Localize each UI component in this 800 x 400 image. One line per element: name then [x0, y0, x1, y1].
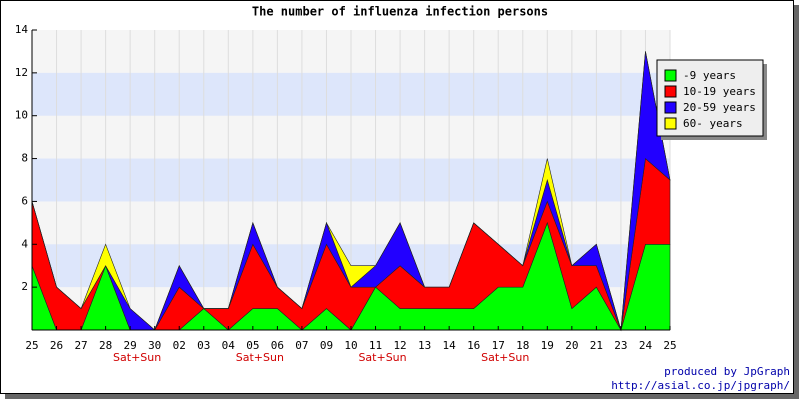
x-tick-label: 07	[295, 339, 308, 352]
x-tick-label: 13	[418, 339, 431, 352]
y-tick-label: 14	[15, 23, 29, 36]
x-tick-label: 14	[443, 339, 457, 352]
x-tick-label: 18	[516, 339, 529, 352]
x-tick-label: 09	[320, 339, 333, 352]
legend-label: -9 years	[683, 69, 736, 82]
legend-swatch	[664, 69, 677, 82]
x-tick-label: 24	[639, 339, 653, 352]
x-tick-label: 12	[393, 339, 406, 352]
x-tick-label: 30	[148, 339, 161, 352]
x-tick-label: 02	[173, 339, 186, 352]
legend-label: 60- years	[683, 117, 743, 130]
y-tick-label: 2	[21, 280, 28, 293]
x-tick-label: 03	[197, 339, 210, 352]
x-tick-label: 11	[369, 339, 382, 352]
x-tick-label: 16	[467, 339, 480, 352]
x-tick-label: 25	[663, 339, 676, 352]
x-tick-label: 28	[99, 339, 112, 352]
x-tick-label: 10	[344, 339, 357, 352]
x-tick-label: 27	[74, 339, 87, 352]
x-tick-label: 20	[565, 339, 578, 352]
y-tick-label: 10	[15, 109, 28, 122]
x-tick-label: 26	[50, 339, 63, 352]
x-tick-label: 05	[246, 339, 259, 352]
chart-title: The number of influenza infection person…	[252, 5, 548, 19]
x-tick-label: 25	[25, 339, 38, 352]
x-sublabel: Sat+Sun	[113, 351, 161, 364]
legend-label: 10-19 years	[683, 85, 756, 98]
legend-swatch	[664, 117, 677, 130]
y-tick-label: 4	[21, 237, 28, 250]
legend-swatch	[664, 101, 677, 114]
legend-swatch	[664, 85, 677, 98]
y-tick-label: 12	[15, 66, 28, 79]
x-sublabel: Sat+Sun	[236, 351, 284, 364]
x-tick-label: 19	[541, 339, 554, 352]
credit: http://asial.co.jp/jpgraph/	[611, 379, 790, 392]
x-tick-label: 17	[492, 339, 505, 352]
x-tick-label: 23	[614, 339, 627, 352]
x-tick-label: 04	[222, 339, 236, 352]
legend-label: 20-59 years	[683, 101, 756, 114]
x-tick-label: 21	[590, 339, 603, 352]
x-tick-label: 29	[124, 339, 137, 352]
y-tick-label: 6	[21, 194, 28, 207]
x-tick-label: 06	[271, 339, 284, 352]
x-sublabel: Sat+Sun	[481, 351, 529, 364]
y-tick-label: 8	[21, 152, 28, 165]
area	[31, 51, 671, 331]
x-sublabel: Sat+Sun	[358, 351, 406, 364]
credit: produced by JpGraph	[664, 365, 790, 378]
